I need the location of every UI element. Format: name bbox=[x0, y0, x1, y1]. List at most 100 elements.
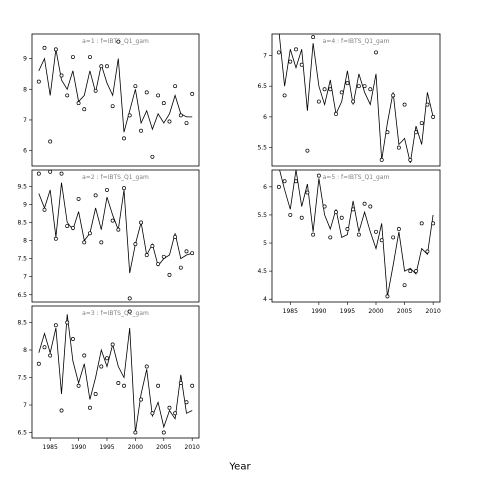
observed-point bbox=[82, 107, 87, 112]
observed-point bbox=[127, 309, 132, 314]
x-tick-label: 2005 bbox=[156, 444, 171, 451]
y-tick-label: 7 bbox=[23, 117, 27, 124]
observed-point bbox=[105, 356, 109, 361]
observed-point bbox=[431, 221, 436, 226]
observed-point bbox=[391, 93, 396, 98]
observed-point bbox=[150, 243, 155, 248]
y-tick-label: 6.5 bbox=[17, 292, 27, 299]
observed-point bbox=[402, 102, 407, 107]
observed-point bbox=[48, 139, 53, 144]
x-tick-label: 1990 bbox=[311, 308, 326, 315]
observed-point bbox=[311, 232, 316, 237]
observed-point bbox=[161, 254, 166, 259]
observed-point bbox=[396, 145, 401, 150]
observed-point bbox=[59, 73, 64, 78]
panel-5: 4 4.5 5 5.5 6 1985 1990 1995 2000 2005 2010 a=5 : f… bbox=[257, 169, 441, 315]
observed-point bbox=[93, 88, 98, 93]
observed-point bbox=[328, 87, 333, 92]
observed-point bbox=[419, 221, 424, 226]
panel-frame bbox=[31, 305, 200, 439]
observed-point bbox=[133, 430, 138, 435]
fitted-line bbox=[279, 170, 434, 297]
y-tick-label: 4 bbox=[263, 296, 267, 303]
observed-point bbox=[379, 238, 384, 243]
y-tick-label: 8 bbox=[23, 238, 27, 245]
observed-point bbox=[299, 62, 304, 67]
panel-frame bbox=[271, 169, 441, 303]
observed-point bbox=[150, 411, 155, 416]
y-tick-label: 9 bbox=[23, 56, 27, 63]
panel-frame bbox=[271, 33, 441, 167]
x-tick-label: 1985 bbox=[43, 444, 58, 451]
observed-point bbox=[76, 383, 81, 388]
x-tick-label: 2000 bbox=[368, 308, 383, 315]
observed-point bbox=[70, 337, 75, 341]
observed-point bbox=[184, 249, 189, 254]
observed-point bbox=[161, 101, 166, 106]
observed-point bbox=[110, 104, 115, 109]
observed-point bbox=[305, 190, 310, 195]
observed-point bbox=[276, 50, 281, 55]
observed-point bbox=[305, 148, 310, 153]
fitted-line bbox=[38, 314, 193, 433]
observed-point bbox=[282, 179, 287, 184]
y-tick-label: 7 bbox=[23, 402, 27, 409]
panel-1: 6 7 8 9 a=1 : f=IBTS_Q1_gam bbox=[23, 33, 200, 167]
observed-point bbox=[391, 235, 396, 240]
observed-point bbox=[173, 84, 178, 89]
observed-point bbox=[351, 99, 356, 104]
observed-point bbox=[76, 101, 81, 106]
observed-point bbox=[110, 342, 115, 347]
observed-point bbox=[110, 218, 115, 223]
y-tick-label: 6.5 bbox=[17, 430, 27, 437]
observed-point bbox=[65, 224, 70, 229]
observed-point bbox=[48, 353, 53, 358]
observed-point bbox=[345, 227, 350, 231]
observed-point bbox=[156, 383, 161, 388]
observed-point bbox=[294, 47, 298, 52]
observed-point bbox=[356, 232, 361, 237]
y-tick-label: 8.5 bbox=[17, 320, 27, 327]
observed-point bbox=[116, 39, 121, 44]
observed-point bbox=[414, 130, 418, 135]
panel-2: 6.5 7 7.5 8 8.5 9 9.5 a=2 : f=IBTS_Q1_gam bbox=[17, 169, 200, 303]
observed-point bbox=[42, 207, 47, 212]
observed-point bbox=[311, 35, 316, 40]
observed-point bbox=[156, 93, 161, 98]
fitted-line bbox=[38, 182, 193, 274]
observed-point bbox=[374, 229, 378, 234]
x-tick-label: 2000 bbox=[128, 444, 143, 451]
observed-point bbox=[87, 231, 92, 236]
observed-point bbox=[53, 323, 58, 328]
observed-point bbox=[42, 345, 47, 350]
observed-point bbox=[53, 47, 58, 52]
observed-point bbox=[184, 121, 189, 125]
observed-point bbox=[190, 383, 195, 388]
observed-point bbox=[385, 294, 390, 299]
observed-point bbox=[133, 242, 138, 247]
panel-frame bbox=[31, 33, 200, 167]
observed-point bbox=[334, 210, 338, 215]
observed-point bbox=[139, 220, 144, 225]
x-axis-label: Year bbox=[228, 462, 251, 473]
observed-point bbox=[65, 320, 70, 325]
observed-point bbox=[379, 157, 384, 162]
observed-point bbox=[276, 184, 281, 189]
observed-point bbox=[99, 240, 104, 245]
observed-point bbox=[190, 91, 195, 96]
observed-point bbox=[116, 381, 121, 385]
observed-point bbox=[139, 397, 144, 402]
x-tick-label: 2010 bbox=[426, 308, 441, 315]
observed-point bbox=[65, 93, 70, 98]
y-tick-label: 8 bbox=[23, 347, 27, 354]
y-tick-label: 7 bbox=[23, 274, 27, 281]
y-tick-label: 6.5 bbox=[257, 83, 267, 90]
observed-point bbox=[70, 55, 75, 59]
observed-point bbox=[93, 392, 98, 396]
observed-point bbox=[374, 50, 378, 55]
observed-point bbox=[76, 196, 81, 201]
observed-point bbox=[294, 179, 298, 184]
